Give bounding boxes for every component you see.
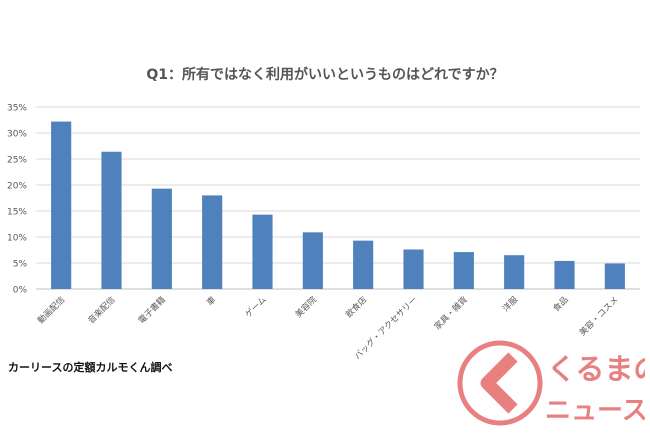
kurumanonews-logo: くるまの ニュース	[457, 340, 645, 426]
y-tick-label: 15%	[7, 208, 27, 218]
x-tick-label: ゲーム	[243, 294, 269, 320]
x-tick-label: 美容院	[293, 294, 319, 320]
logo-circle-icon	[457, 340, 543, 426]
y-tick-label: 35%	[7, 104, 27, 114]
bar	[554, 260, 575, 289]
bar	[353, 240, 374, 289]
x-tick-label: 電子書籍	[136, 294, 168, 326]
x-tick-label: 洋服	[500, 294, 520, 314]
gridlines	[36, 106, 640, 290]
y-tick-label: 20%	[7, 182, 27, 192]
y-tick-label: 10%	[7, 234, 27, 244]
x-tick-label: 音楽配信	[86, 294, 118, 326]
x-tick-label: 動画配信	[35, 294, 67, 326]
y-tick-label: 30%	[7, 130, 27, 140]
bar	[504, 255, 525, 289]
source-note: カーリースの定額カルモくん調べ	[8, 361, 173, 374]
y-tick-label: 0%	[13, 286, 28, 296]
x-tick-label: 飲食店	[343, 294, 369, 320]
logo-chevron-icon	[480, 352, 518, 414]
bar	[151, 188, 172, 289]
y-tick-label: 5%	[13, 260, 28, 270]
x-tick-label: 食品	[551, 294, 571, 314]
y-axis-ticks: 0% 5% 10% 15% 20% 25% 30% 35%	[7, 104, 27, 296]
x-tick-label: 家具・雑貨	[432, 294, 470, 332]
bar	[453, 252, 474, 289]
bar	[101, 151, 122, 289]
y-tick-label: 25%	[7, 156, 27, 166]
chart-title: Q1：所有ではなく利用がいいというものはどれですか？	[146, 66, 503, 83]
x-tick-label: 車	[204, 294, 218, 308]
logo-line2: ニュース	[545, 396, 645, 426]
bars	[51, 121, 625, 289]
bar	[302, 232, 323, 289]
logo-line1: くるまの	[547, 352, 645, 386]
bar	[202, 195, 223, 289]
bar	[403, 249, 424, 289]
bar	[51, 121, 72, 289]
bar	[604, 263, 625, 289]
x-tick-label: 美容・コスメ	[577, 294, 621, 338]
bar	[252, 214, 273, 289]
